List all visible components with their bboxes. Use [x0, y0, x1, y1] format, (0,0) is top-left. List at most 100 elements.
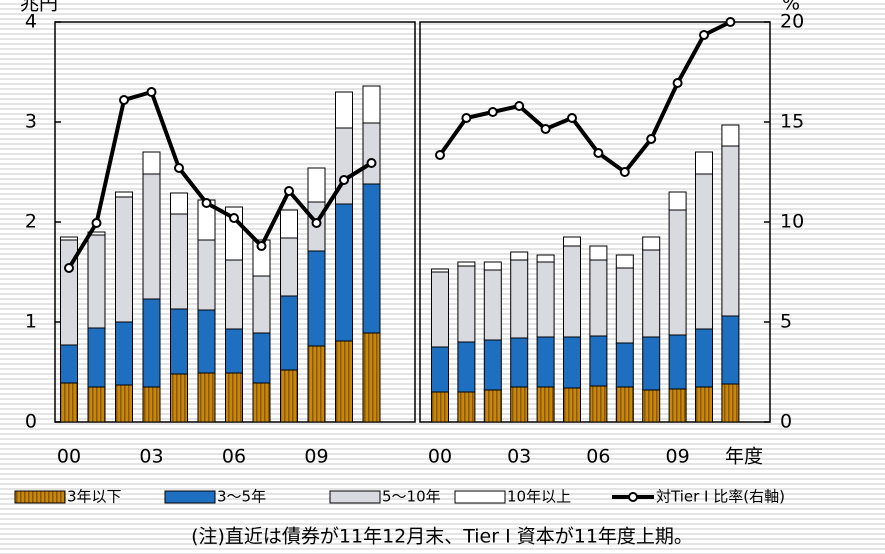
- bar-segment: [615, 254, 634, 269]
- bar-segment: [197, 372, 216, 423]
- bar-segment: [60, 344, 78, 384]
- bar-segment: [563, 245, 581, 338]
- x-tick-label: 03: [139, 446, 163, 468]
- line-point: [514, 101, 525, 111]
- bar-segment: [589, 335, 608, 387]
- y-tick-label: 1: [25, 311, 37, 333]
- bar-segment: [483, 389, 502, 423]
- legend-swatch: [164, 490, 216, 504]
- line-point: [201, 198, 212, 208]
- bar-segment: [642, 389, 661, 423]
- bar-segment: [589, 259, 608, 337]
- bar-segment: [431, 346, 449, 393]
- bar-segment: [87, 327, 106, 388]
- legend-label: 3年以下: [67, 488, 122, 506]
- y2-tick-label: 0: [780, 411, 792, 433]
- bar-segment: [362, 122, 381, 185]
- bar-segment: [668, 388, 687, 423]
- bar-segment: [142, 386, 161, 423]
- x-axis-label: 年度: [725, 446, 763, 468]
- bar-segment: [721, 145, 740, 317]
- bar-segment: [721, 383, 740, 423]
- y2-tick-label: 20: [780, 11, 804, 33]
- line-point: [311, 218, 322, 228]
- bar-segment: [457, 265, 476, 343]
- bar-segment: [483, 261, 502, 271]
- bar-segment: [252, 382, 271, 423]
- line-point: [540, 124, 551, 134]
- legend-swatch: [454, 490, 506, 504]
- line-point: [119, 95, 129, 105]
- bar-segment: [60, 382, 78, 423]
- line-point: [461, 113, 472, 123]
- bar-segment: [695, 328, 713, 388]
- bar-segment: [431, 271, 449, 348]
- bar-segment: [307, 167, 326, 203]
- bar-segment: [252, 332, 271, 384]
- line-point: [229, 213, 239, 223]
- line-point: [435, 150, 445, 160]
- note: (注)直近は債券が11年12月末、Tier I 資本が11年度上期。: [191, 526, 693, 548]
- bar-segment: [536, 386, 555, 423]
- x-tick-label: 00: [428, 446, 452, 468]
- bar-segment: [115, 191, 133, 198]
- bar-segment: [457, 341, 476, 393]
- legend-swatch: [14, 490, 66, 504]
- x-tick-label: 06: [586, 446, 610, 468]
- legend-label: 3〜5年: [217, 488, 266, 506]
- bar-segment: [457, 261, 476, 267]
- y2-tick-label: 5: [780, 311, 792, 333]
- bar-segment: [225, 328, 243, 374]
- line-point: [593, 148, 604, 158]
- bar-segment: [170, 308, 188, 375]
- line-point: [646, 134, 657, 144]
- line-point: [64, 263, 74, 273]
- bar-segment: [307, 250, 326, 347]
- bar-segment: [115, 196, 133, 323]
- bar-segment: [335, 340, 353, 423]
- bar-segment: [431, 268, 449, 273]
- y2-tick-label: 15: [780, 111, 804, 133]
- bar-segment: [335, 203, 353, 342]
- bar-segment: [280, 295, 298, 371]
- x-tick-label: 06: [222, 446, 246, 468]
- bar-segment: [536, 254, 555, 263]
- bar-segment: [115, 384, 133, 423]
- bar-segment: [668, 209, 687, 336]
- bar-segment: [563, 387, 581, 423]
- legend-label: 5〜10年: [382, 488, 441, 506]
- x-tick-label: 09: [304, 446, 328, 468]
- bar-segment: [563, 236, 581, 247]
- line-point: [487, 107, 498, 117]
- bar-segment: [87, 234, 106, 329]
- bar-segment: [536, 336, 555, 388]
- line: [67, 90, 373, 270]
- bar-segment: [510, 337, 529, 388]
- bar-segment: [695, 173, 713, 330]
- line-point: [256, 241, 267, 251]
- bar-segment: [362, 332, 381, 423]
- bar-segment: [721, 315, 740, 385]
- line: [438, 20, 732, 174]
- bar-segment: [142, 173, 161, 300]
- bar-segment: [170, 373, 188, 423]
- bar-segment: [431, 391, 449, 423]
- x-tick-label: 09: [666, 446, 690, 468]
- bar-segment: [335, 91, 353, 129]
- bar-segment: [307, 345, 326, 423]
- legend-swatch: [329, 490, 381, 504]
- bar-segment: [60, 236, 78, 241]
- bar-segment: [536, 261, 555, 338]
- bar-segment: [280, 209, 298, 239]
- bar-segment: [642, 336, 661, 391]
- bar-segment: [280, 369, 298, 423]
- y-tick-label: 4: [25, 11, 37, 33]
- bar-segment: [589, 385, 608, 423]
- bar-segment: [197, 309, 216, 374]
- y-axis-unit: 兆円: [20, 0, 58, 15]
- bar-segment: [668, 191, 687, 211]
- line-point: [672, 78, 683, 88]
- bar-segment: [362, 85, 381, 124]
- bar-segment: [142, 151, 161, 175]
